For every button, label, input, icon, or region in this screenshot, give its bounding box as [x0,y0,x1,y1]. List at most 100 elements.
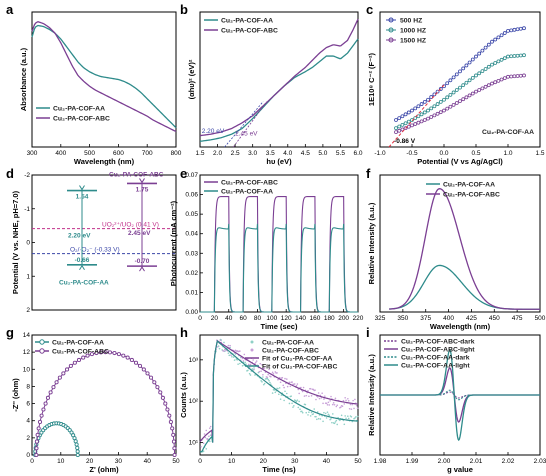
y-tick-label: 14 [23,332,31,339]
data-point [43,401,48,406]
legend-label: Cu₂-PA-COF-ABC [52,348,109,355]
data-point [325,402,328,405]
y-tick-label: 2 [26,435,30,442]
x-tick-label: 200 [338,315,349,322]
data-point [451,90,456,95]
data-point [419,119,424,124]
data-point [242,360,245,362]
data-point [467,78,472,83]
data-point [312,413,315,415]
legend-label: Cu₂-PA-COF-ABC [443,191,500,198]
data-point [267,378,269,381]
data-point [480,69,485,74]
panel-i: i 1.98 1.99 2.00 2.01 2.02 2.03 g value Relative… [366,325,546,474]
data-point [239,362,241,365]
arrow-head [139,178,145,184]
y-tick-label: -1 [24,206,30,213]
x-tick-label: 30 [291,458,299,465]
x-tick-label: 1.5 [535,150,544,157]
data-point [400,122,405,127]
panel-label: f [366,166,371,181]
data-point [522,26,526,31]
panel-label: h [180,325,188,340]
vb-label: 1.54 [76,194,89,201]
y-tick-label: 10³ [189,357,199,364]
x-tick-label: 2.0 [213,150,222,157]
data-point [432,104,437,109]
data-point [317,392,320,394]
y-tick-label: -2 [24,172,30,179]
x-tick-label: 500 [535,315,546,322]
legend-label: 1500 HZ [400,37,426,44]
data-point [461,83,466,88]
data-point [315,415,317,418]
gap-label: 2.20 eV [68,233,91,240]
series-line [31,24,177,129]
data-point [163,401,168,406]
x-tick-label: 475 [512,315,523,322]
data-point [329,400,331,402]
data-point [229,344,231,347]
panel-label: c [366,2,373,17]
data-point [506,54,510,59]
data-point [334,421,337,423]
data-point [262,376,264,378]
data-point [280,394,283,396]
fit-line [34,422,79,456]
data-point [397,116,402,121]
data-point [277,387,279,390]
data-point [279,398,282,400]
data-point [470,75,475,80]
data-point [160,395,165,400]
data-point [261,364,263,366]
data-point [458,99,462,103]
y-tick-label: 8 [26,383,30,390]
data-point [288,402,291,405]
data-point [522,73,526,78]
x-tick-label: 2.02 [502,458,515,465]
data-point [344,415,346,417]
y-tick-label: 4 [26,418,30,425]
data-point [483,67,488,71]
data-point [332,402,335,404]
fit-line [35,351,176,456]
data-point [72,360,77,365]
data-point [286,385,289,388]
x-tick-label: 600 [113,150,124,157]
data-point [148,375,154,380]
data-point [268,368,270,371]
y-tick-label: 0.07 [185,172,198,179]
data-point [296,383,299,385]
x-tick-label: 40 [323,458,331,465]
x-axis-label: hυ (eV) [266,157,292,166]
data-point [343,423,346,426]
data-point [228,354,231,357]
tangent-line [233,101,268,148]
data-point [518,26,523,31]
panel-title: Cu₂-PA-COF-AA [482,129,534,136]
data-point [464,80,469,85]
data-point [34,439,39,444]
data-point [356,407,359,410]
y-tick-label: 2 [26,307,30,314]
y-axis-label: Counts (a.u.) [179,372,188,418]
data-point [477,51,482,56]
x-tick-label: 350 [397,315,408,322]
y-tick-label: 0 [26,452,30,459]
data-point [271,392,274,394]
band-name: Cu₂-PA-COF-AA [59,280,109,287]
data-point [301,411,304,414]
data-point [245,363,247,365]
data-point [112,350,117,356]
data-point [451,102,456,107]
data-point [243,353,246,356]
data-point [316,396,319,398]
data-point [208,435,210,438]
data-point [292,406,294,408]
x-tick-label: 400 [55,150,66,157]
x-tick-label: 0 [198,315,202,322]
data-point [397,124,402,129]
y-tick-label: 10² [189,398,199,405]
data-point [480,86,485,91]
data-point [448,92,453,97]
